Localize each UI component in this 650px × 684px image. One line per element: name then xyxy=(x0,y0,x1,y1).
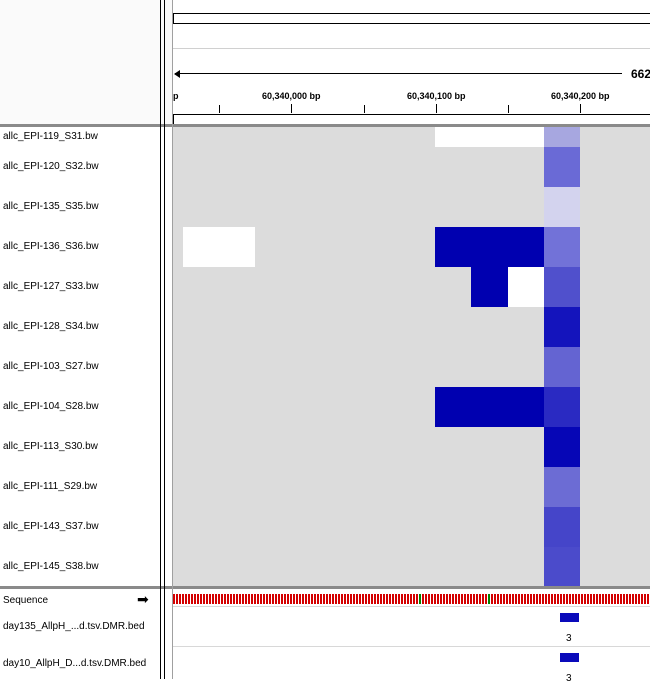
track-label[interactable]: allc_EPI-135_S35.bw xyxy=(3,201,99,212)
highlight-cell xyxy=(544,187,580,227)
methylation-block xyxy=(471,267,508,307)
panel-separator-top[interactable] xyxy=(0,124,650,127)
highlight-cell xyxy=(544,507,580,547)
highlight-cell xyxy=(544,307,580,347)
no-data-region xyxy=(508,267,544,307)
tick-mark xyxy=(291,104,292,113)
sequence-label[interactable]: Sequence xyxy=(3,595,49,606)
ruler-edge-label: p xyxy=(173,91,179,101)
track-label[interactable]: allc_EPI-120_S32.bw xyxy=(3,161,99,172)
dmr-feature[interactable] xyxy=(560,653,579,662)
highlight-cell xyxy=(544,547,580,586)
chromosome-ideogram[interactable] xyxy=(173,13,650,24)
track-label[interactable]: allc_EPI-128_S34.bw xyxy=(3,321,99,332)
bed-track-label[interactable]: day10_AllpH_D...d.tsv.DMR.bed xyxy=(3,658,147,669)
highlight-cell xyxy=(544,467,580,507)
highlight-cell xyxy=(544,267,580,307)
track-label[interactable]: allc_EPI-145_S38.bw xyxy=(3,561,99,572)
no-data-region xyxy=(435,127,544,147)
data-panel-names xyxy=(0,127,160,586)
dmr-feature-count: 3 xyxy=(566,633,572,644)
ruler-divider xyxy=(173,48,650,49)
tick-mark xyxy=(219,105,220,113)
data-panel-left-border xyxy=(172,0,173,679)
track-label[interactable]: allc_EPI-104_S28.bw xyxy=(3,401,99,412)
tick-label-1: 60,340,000 bp xyxy=(262,91,321,101)
no-data-region xyxy=(183,227,255,267)
tick-mark xyxy=(580,104,581,113)
locus-span-label: 662 xyxy=(631,67,650,81)
dmr-feature[interactable] xyxy=(560,613,579,622)
bed-track-divider xyxy=(173,606,650,607)
name-panel-divider[interactable] xyxy=(160,0,161,679)
track-label[interactable]: allc_EPI-111_S29.bw xyxy=(3,481,98,492)
ruler-baseline xyxy=(173,114,650,124)
lower-panel xyxy=(173,589,650,679)
methylation-block xyxy=(435,227,544,267)
highlight-cell xyxy=(544,427,580,467)
bed-track-label[interactable]: day135_AllpH_...d.tsv.DMR.bed xyxy=(3,621,145,632)
tick-mark xyxy=(436,104,437,113)
highlight-cell xyxy=(544,127,580,147)
track-label[interactable]: allc_EPI-119_S31.bw xyxy=(3,131,98,142)
panel-separator-bottom[interactable] xyxy=(0,586,650,589)
methylation-block xyxy=(435,387,544,427)
locus-span-arrow xyxy=(175,73,622,74)
tick-label-2: 60,340,100 bp xyxy=(407,91,466,101)
track-label[interactable]: allc_EPI-103_S27.bw xyxy=(3,361,99,372)
sequence-bar xyxy=(173,594,649,604)
track-label[interactable]: allc_EPI-143_S37.bw xyxy=(3,521,99,532)
highlight-cell xyxy=(544,227,580,267)
highlight-cell xyxy=(544,347,580,387)
highlight-cell xyxy=(544,147,580,187)
arrow-left-icon xyxy=(174,70,180,78)
tick-mark xyxy=(364,105,365,113)
highlight-cell xyxy=(544,387,580,427)
track-label[interactable]: allc_EPI-127_S33.bw xyxy=(3,281,99,292)
sequence-strand-arrow-icon[interactable]: ➡ xyxy=(137,591,149,607)
attribute-panel-divider[interactable] xyxy=(164,0,165,679)
bed-track-divider xyxy=(173,646,650,647)
tick-mark xyxy=(508,105,509,113)
track-label[interactable]: allc_EPI-113_S30.bw xyxy=(3,441,98,452)
tick-label-3: 60,340,200 bp xyxy=(551,91,610,101)
track-label[interactable]: allc_EPI-136_S36.bw xyxy=(3,241,99,252)
